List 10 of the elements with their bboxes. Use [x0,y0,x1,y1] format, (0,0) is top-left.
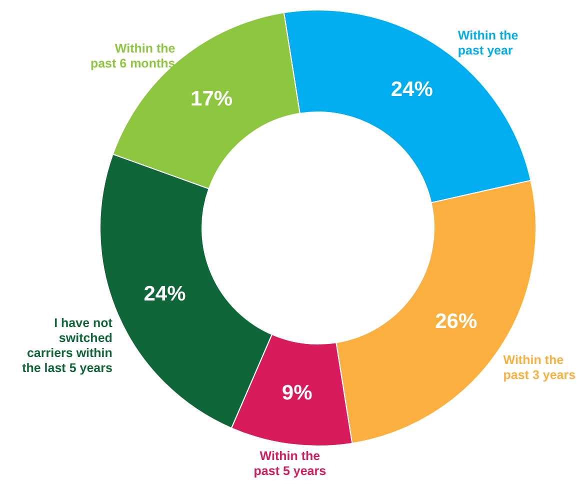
data-label: 26% [435,310,478,333]
slice-label: Within the past year [458,28,518,58]
slice-label: Within the past 6 months [90,41,176,70]
data-label: 24% [390,78,434,101]
slice-label: Within the past 5 years [254,449,326,478]
slice-label: I have not switched carriers within the last 5 years [22,316,114,375]
data-label: 17% [190,87,233,110]
data-label: 24% [144,282,186,306]
slice-label: Within the past 3 years [503,352,576,382]
data-label: 9% [282,382,313,405]
